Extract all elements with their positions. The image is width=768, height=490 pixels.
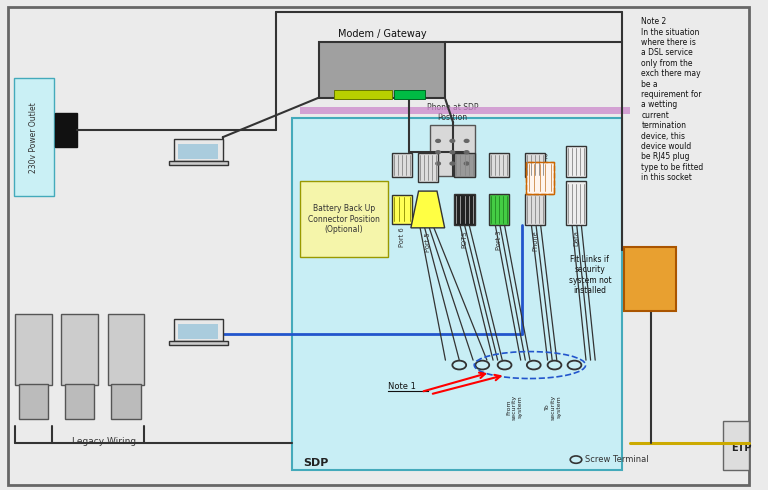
- Circle shape: [435, 151, 440, 154]
- FancyBboxPatch shape: [178, 324, 218, 339]
- Text: VDSL
Splitter: VDSL Splitter: [631, 270, 669, 289]
- FancyBboxPatch shape: [111, 384, 141, 419]
- Circle shape: [465, 162, 469, 165]
- Circle shape: [450, 140, 455, 143]
- FancyBboxPatch shape: [15, 314, 52, 385]
- Text: Port 3: Port 3: [496, 230, 502, 250]
- FancyBboxPatch shape: [174, 318, 223, 341]
- Text: To
security
system: To security system: [545, 394, 561, 420]
- FancyBboxPatch shape: [174, 139, 223, 161]
- Text: From
security
system: From security system: [506, 394, 523, 420]
- Text: Note 1: Note 1: [388, 382, 415, 391]
- FancyBboxPatch shape: [392, 195, 412, 224]
- Text: Battery Back Up
Connector Position
(Optional): Battery Back Up Connector Position (Opti…: [308, 204, 379, 234]
- FancyBboxPatch shape: [14, 78, 54, 196]
- Text: SDP: SDP: [303, 458, 329, 468]
- FancyBboxPatch shape: [19, 384, 48, 419]
- FancyBboxPatch shape: [526, 162, 554, 194]
- Text: Note 2
In the situation
where there is
a DSL service
only from the
exch there ma: Note 2 In the situation where there is a…: [641, 17, 703, 182]
- FancyBboxPatch shape: [61, 314, 98, 385]
- Text: ATA: ATA: [404, 92, 415, 97]
- Text: 230v Power Outlet: 230v Power Outlet: [29, 102, 38, 172]
- Text: Note 2: Note 2: [526, 154, 548, 160]
- FancyBboxPatch shape: [454, 194, 475, 225]
- FancyBboxPatch shape: [319, 42, 445, 98]
- FancyBboxPatch shape: [454, 153, 475, 177]
- FancyBboxPatch shape: [392, 153, 412, 177]
- Circle shape: [465, 151, 469, 154]
- Text: Screw Terminal: Screw Terminal: [585, 455, 649, 464]
- FancyBboxPatch shape: [169, 341, 227, 345]
- FancyBboxPatch shape: [525, 194, 545, 225]
- FancyBboxPatch shape: [723, 421, 749, 470]
- Text: Legacy Wiring: Legacy Wiring: [71, 437, 136, 446]
- Text: Port 5: Port 5: [425, 232, 431, 252]
- Text: Fit Links if
security
system not
installed: Fit Links if security system not install…: [568, 255, 611, 295]
- FancyBboxPatch shape: [300, 107, 630, 114]
- FancyBboxPatch shape: [169, 161, 227, 165]
- Circle shape: [435, 162, 440, 165]
- FancyBboxPatch shape: [300, 181, 388, 257]
- Polygon shape: [411, 191, 445, 228]
- FancyBboxPatch shape: [624, 247, 676, 311]
- FancyBboxPatch shape: [525, 153, 545, 177]
- Text: Phone: Phone: [532, 230, 538, 251]
- FancyBboxPatch shape: [430, 125, 475, 176]
- Text: Data: Data: [573, 230, 579, 246]
- Circle shape: [465, 140, 469, 143]
- Text: Ethernet: Ethernet: [350, 92, 376, 97]
- FancyBboxPatch shape: [418, 153, 438, 182]
- Text: POTS: POTS: [462, 230, 468, 248]
- FancyBboxPatch shape: [108, 314, 144, 385]
- Circle shape: [450, 151, 455, 154]
- FancyBboxPatch shape: [178, 144, 218, 159]
- Text: Port 6: Port 6: [399, 228, 405, 247]
- Text: ETP: ETP: [731, 443, 751, 453]
- FancyBboxPatch shape: [394, 90, 425, 99]
- FancyBboxPatch shape: [489, 153, 509, 177]
- FancyBboxPatch shape: [65, 384, 94, 419]
- Text: Modem / Gateway: Modem / Gateway: [338, 29, 426, 39]
- FancyBboxPatch shape: [292, 118, 622, 470]
- Circle shape: [450, 162, 455, 165]
- FancyBboxPatch shape: [55, 113, 77, 147]
- FancyBboxPatch shape: [334, 90, 392, 99]
- FancyBboxPatch shape: [566, 181, 586, 225]
- Text: Phone at SDP
Position: Phone at SDP Position: [426, 103, 478, 122]
- FancyBboxPatch shape: [566, 146, 586, 177]
- FancyBboxPatch shape: [489, 194, 509, 225]
- Circle shape: [435, 140, 440, 143]
